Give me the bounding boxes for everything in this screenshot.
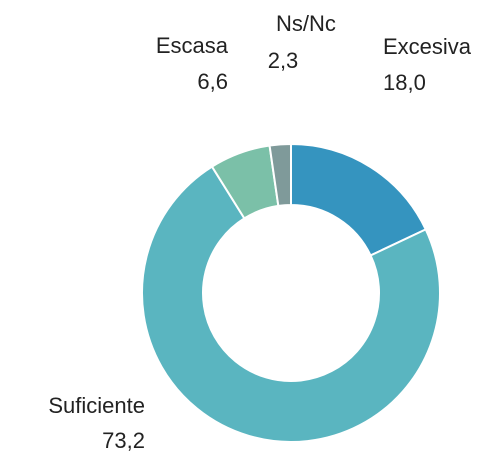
category-label: Suficiente: [48, 393, 145, 418]
donut-segment: [268, 142, 292, 208]
value-label: 18,0: [383, 70, 426, 95]
value-label: 73,2: [102, 428, 145, 453]
category-label: Excesiva: [383, 34, 472, 59]
value-label: 6,6: [197, 69, 228, 94]
value-label: 2,3: [268, 48, 299, 73]
category-label: Ns/Nc: [276, 11, 336, 36]
category-label: Escasa: [156, 33, 229, 58]
donut-segment: [141, 165, 441, 443]
